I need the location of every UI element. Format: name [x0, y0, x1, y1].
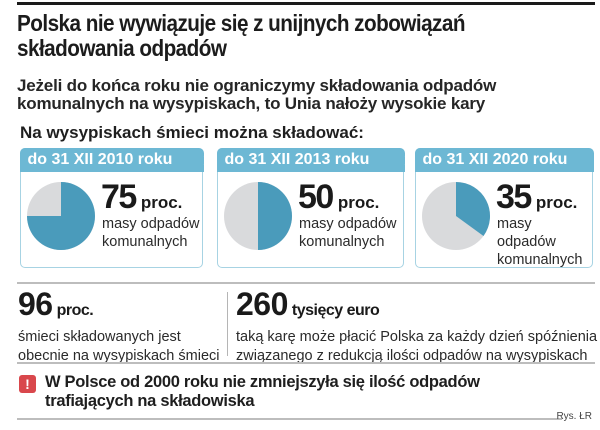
pie-chart-2010 — [27, 182, 95, 250]
period-card-2010: do 31 XII 2010 roku 75 proc. masy odpadów… — [19, 147, 204, 268]
subtitle: Jeżeli do końca roku nie ograniczymy skł… — [17, 76, 497, 113]
stat-value: 260 tysięcy euro — [236, 288, 597, 327]
pie-slice — [258, 182, 292, 250]
bottom-rule — [17, 418, 562, 420]
divider — [17, 362, 595, 364]
card-period-label: do 31 XII 2010 roku — [27, 150, 173, 168]
pie-chart-2020 — [422, 182, 491, 250]
page-title: Polska nie wywiązuje się z unijnych zobo… — [17, 10, 465, 61]
period-card-2013: do 31 XII 2013 roku 50 proc. masy odpadów… — [216, 147, 405, 268]
stat-daily-penalty: 260 tysięcy euro taką karę może płacić Po… — [236, 288, 597, 366]
alert-text: W Polsce od 2000 roku nie zmniejszyła si… — [45, 373, 480, 410]
pie-slice — [27, 182, 95, 250]
desc-line: masy odpadów — [299, 216, 397, 232]
desc-line: komunalnych — [102, 234, 188, 250]
desc-line: masy odpadów — [497, 216, 556, 250]
value-number: 260 — [236, 286, 288, 322]
card-description: masy odpadów komunalnych — [497, 215, 592, 269]
card-header: do 31 XII 2010 roku — [19, 147, 204, 172]
card-description: masy odpadów komunalnych — [299, 215, 397, 251]
stat-description: taką karę może płacić Polska za każdy dz… — [236, 328, 597, 366]
credit: Rys. ŁR — [556, 411, 592, 422]
card-description: masy odpadów komunalnych — [102, 215, 200, 251]
exclamation-icon: ! — [19, 375, 36, 393]
stat-landfill-share: 96 proc. śmieci składowanych jest obecnie… — [18, 288, 219, 366]
desc-line: taką karę może płacić Polska za każdy dz… — [236, 329, 598, 345]
card-period-label: do 31 XII 2013 roku — [224, 150, 370, 168]
value-number: 50 — [298, 178, 334, 216]
divider — [17, 282, 595, 284]
card-header: do 31 XII 2020 roku — [414, 147, 594, 172]
value-unit: proc. — [140, 193, 183, 212]
value-unit: proc. — [56, 302, 94, 319]
card-header: do 31 XII 2013 roku — [216, 147, 405, 172]
percent-value: 50 proc. — [298, 179, 379, 221]
value-unit: proc. — [535, 193, 578, 212]
pie-chart-2013 — [224, 182, 292, 250]
value-unit: tysięcy euro — [291, 302, 380, 319]
chevron-right-icon: › — [203, 149, 210, 171]
desc-line: śmieci składowanych jest — [18, 329, 181, 345]
pie-slice — [456, 182, 491, 236]
desc-line: obecnie na wysypiskach śmieci — [18, 348, 220, 364]
value-number: 35 — [496, 178, 532, 216]
desc-line: komunalnych — [299, 234, 385, 250]
stat-value: 96 proc. — [18, 288, 219, 327]
value-number: 75 — [101, 178, 137, 216]
percent-value: 35 proc. — [496, 179, 577, 221]
stat-description: śmieci składowanych jest obecnie na wysy… — [18, 328, 219, 366]
vertical-divider — [227, 292, 228, 356]
top-rule — [17, 2, 595, 5]
desc-line: masy odpadów — [102, 216, 200, 232]
card-period-label: do 31 XII 2020 roku — [422, 150, 568, 168]
desc-line: komunalnych — [497, 252, 583, 268]
period-card-2020: do 31 XII 2020 roku 35 proc. masy odpadów… — [414, 147, 594, 269]
section-label: Na wysypiskach śmieci można składować: — [20, 123, 364, 142]
value-unit: proc. — [337, 193, 380, 212]
value-number: 96 — [18, 286, 53, 322]
percent-value: 75 proc. — [101, 179, 182, 221]
chevron-right-icon: › — [404, 149, 411, 171]
desc-line: związanego z redukcją ilości odpadów na … — [236, 348, 588, 364]
